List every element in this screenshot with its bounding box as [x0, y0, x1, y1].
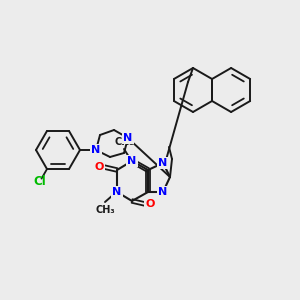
Text: N: N — [158, 187, 168, 197]
Text: N: N — [112, 187, 122, 197]
Text: N: N — [92, 145, 100, 155]
Text: Cl: Cl — [34, 175, 46, 188]
Text: CH₃: CH₃ — [95, 205, 115, 215]
Text: N: N — [128, 156, 136, 166]
Text: O: O — [145, 199, 155, 209]
Text: N: N — [123, 133, 133, 143]
Text: CH₃: CH₃ — [114, 137, 134, 147]
Text: N: N — [158, 158, 168, 168]
Text: O: O — [94, 162, 104, 172]
